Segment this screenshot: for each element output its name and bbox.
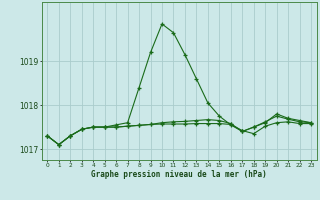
X-axis label: Graphe pression niveau de la mer (hPa): Graphe pression niveau de la mer (hPa): [91, 170, 267, 179]
